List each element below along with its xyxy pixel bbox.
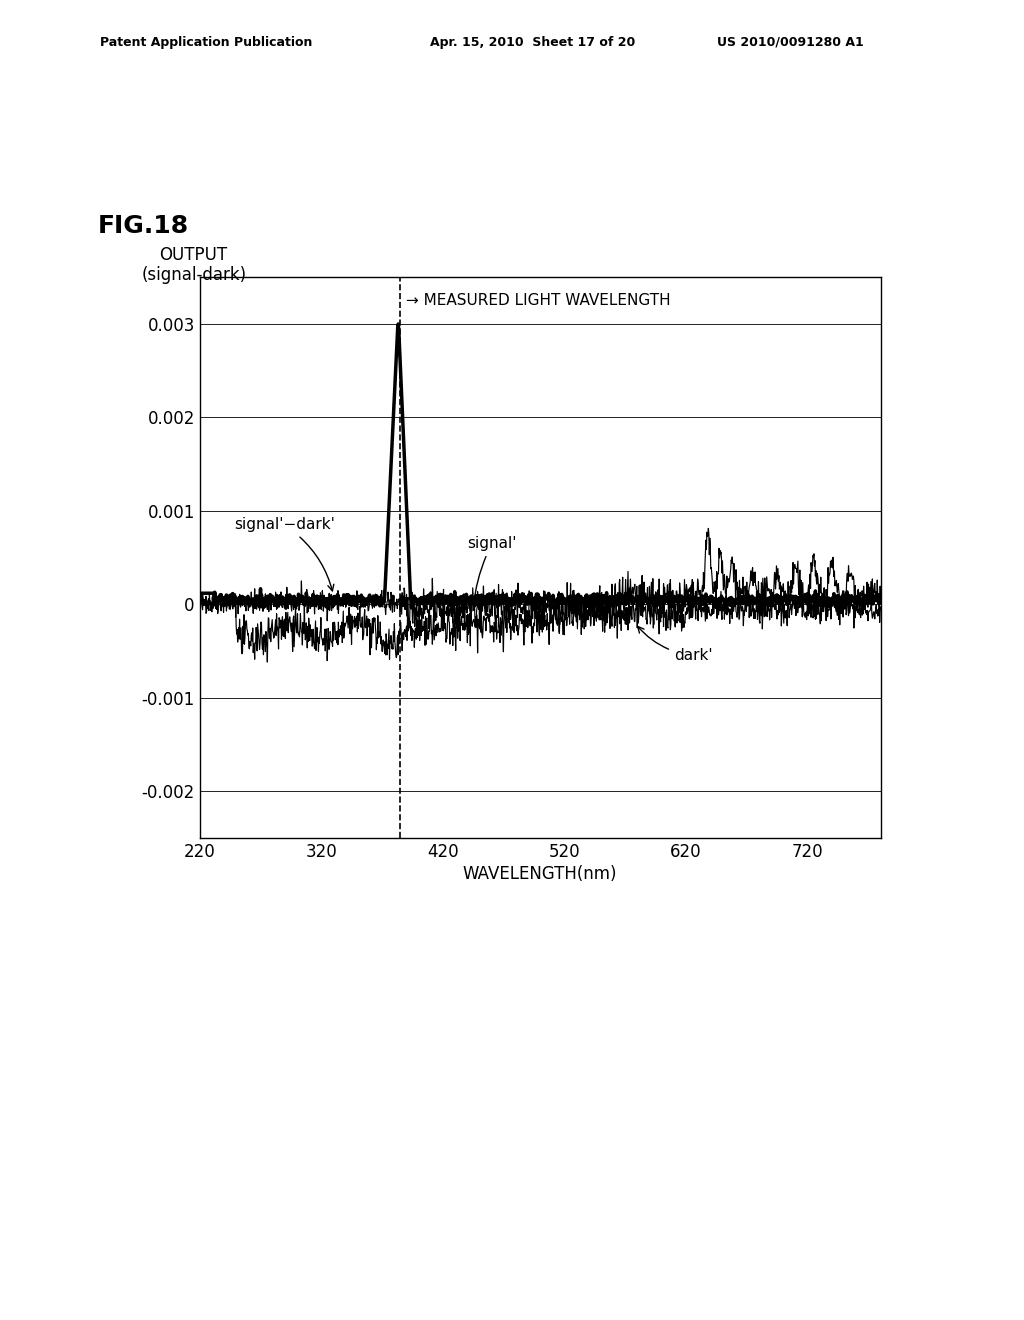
Text: signal'−dark': signal'−dark' xyxy=(233,517,335,591)
Text: Patent Application Publication: Patent Application Publication xyxy=(100,36,312,49)
Text: US 2010/0091280 A1: US 2010/0091280 A1 xyxy=(717,36,863,49)
Text: signal': signal' xyxy=(467,536,517,605)
Text: Apr. 15, 2010  Sheet 17 of 20: Apr. 15, 2010 Sheet 17 of 20 xyxy=(430,36,635,49)
Text: FIG.18: FIG.18 xyxy=(97,214,188,238)
Text: → MEASURED LIGHT WAVELENGTH: → MEASURED LIGHT WAVELENGTH xyxy=(407,293,671,308)
Text: (signal-dark): (signal-dark) xyxy=(141,265,247,284)
Text: dark': dark' xyxy=(638,627,713,664)
Text: OUTPUT: OUTPUT xyxy=(159,246,227,264)
Text: WAVELENGTH(nm): WAVELENGTH(nm) xyxy=(463,865,616,883)
